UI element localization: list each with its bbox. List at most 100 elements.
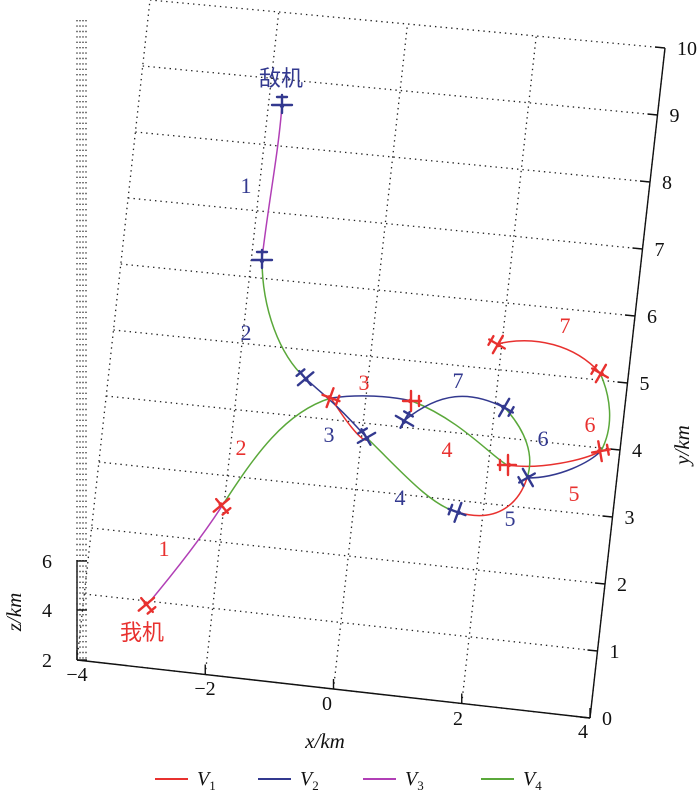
plane-body xyxy=(599,371,604,377)
plane-body xyxy=(506,462,512,468)
plane-body xyxy=(326,395,332,400)
y-tick xyxy=(594,582,606,585)
grid-line-y xyxy=(128,197,643,250)
plane-body xyxy=(304,377,309,382)
grid-line-x xyxy=(332,23,409,690)
trajectory-segment-v1 xyxy=(496,340,601,374)
enemy-aircraft-marker xyxy=(496,397,515,418)
z-tick-label: 2 xyxy=(42,650,52,672)
plane-body xyxy=(279,103,285,109)
trajectory-segment-v4 xyxy=(261,258,306,379)
y-tick xyxy=(609,448,621,451)
y-tick-label: 1 xyxy=(610,641,620,663)
y-tick-label: 0 xyxy=(602,708,612,730)
legend-label-name: V xyxy=(523,768,538,790)
own-stage-label: 5 xyxy=(569,481,580,506)
y-tick xyxy=(579,716,591,719)
z-tick-label: 4 xyxy=(42,600,52,622)
trajectory-segment-v4 xyxy=(599,372,611,452)
trajectory-segment-v4 xyxy=(221,397,332,507)
y-tick xyxy=(647,113,658,116)
y-tick-label: 9 xyxy=(670,105,680,127)
enemy-aircraft-marker xyxy=(250,248,274,270)
grid-line-x xyxy=(461,35,537,704)
grid-line-y xyxy=(142,65,658,116)
legend-item: V3 xyxy=(363,768,424,793)
legend-label-subscript: 1 xyxy=(209,778,216,793)
enemy-stage-label: 3 xyxy=(324,422,335,447)
plane-body xyxy=(496,342,501,348)
x-axis-label: x/km xyxy=(304,729,345,753)
enemy-stage-label: 7 xyxy=(453,368,464,393)
trajectory-segment-v2 xyxy=(404,395,506,421)
x-tick-label: 2 xyxy=(453,708,463,730)
z-tick-label: 6 xyxy=(42,551,52,573)
grid-line-y xyxy=(120,263,636,317)
trajectory-segment-v1 xyxy=(506,450,602,468)
z-axis-label: z/km xyxy=(2,593,26,633)
enemy-stage-label: 1 xyxy=(241,173,252,198)
own-stage-label: 1 xyxy=(159,536,170,561)
x-tick-label: −2 xyxy=(194,678,215,700)
own-stage-label: 7 xyxy=(560,313,571,338)
grid-line-y xyxy=(149,0,666,49)
legend-item: V1 xyxy=(155,768,216,793)
trajectory-segment-v2 xyxy=(526,450,602,479)
grid-layer xyxy=(76,0,666,719)
x-tick-label: 4 xyxy=(578,721,588,743)
axes-layer: −4 −2 0 2 4 x/km 0 1 2 3 4 5 6 7 8 9 10 y/km 2 4 6 z/km xyxy=(2,38,697,753)
y-tick xyxy=(587,649,598,652)
enemy-aircraft-marker xyxy=(270,93,294,115)
legend-label-name: V xyxy=(197,768,212,790)
y-tick xyxy=(602,515,613,518)
x-tick-label: −4 xyxy=(66,664,87,686)
legend-label-name: V xyxy=(405,768,420,790)
enemy-aircraft-marker xyxy=(447,501,467,523)
series-layer xyxy=(146,103,611,606)
legend-item: V2 xyxy=(258,768,319,793)
enemy-stage-label: 2 xyxy=(241,320,252,345)
legend-label: V2 xyxy=(300,768,319,793)
trajectory-segment-v4 xyxy=(411,400,508,466)
trajectory-segment-v1 xyxy=(456,477,528,517)
enemy-stage-label: 6 xyxy=(538,426,549,451)
own-aircraft-marker xyxy=(401,389,423,413)
own-stage-label: 6 xyxy=(585,412,596,437)
label-layer: 我机 敌机 1 2 3 4 5 6 7 1 2 3 4 5 6 7 xyxy=(120,67,596,646)
trajectory-segment-v3 xyxy=(261,103,283,260)
own-stage-label: 3 xyxy=(359,370,370,395)
y-tick-label: 4 xyxy=(632,440,642,462)
legend-label: V1 xyxy=(197,768,216,793)
plane-body xyxy=(526,474,531,480)
legend-label: V4 xyxy=(523,768,542,793)
y-tick-label: 2 xyxy=(617,574,627,596)
trajectory-segment-v2 xyxy=(304,377,367,438)
enemy-aircraft-label: 敌机 xyxy=(259,67,303,92)
y-tick-label: 7 xyxy=(655,239,665,261)
own-stage-label: 4 xyxy=(442,437,453,462)
own-stage-label: 2 xyxy=(236,435,247,460)
enemy-stage-label: 4 xyxy=(395,485,406,510)
enemy-aircraft-marker xyxy=(356,427,377,446)
enemy-aircraft-marker xyxy=(295,368,315,387)
y-tick xyxy=(624,314,636,317)
legend-item: V4 xyxy=(481,768,542,793)
plane-body xyxy=(218,502,223,507)
own-aircraft-marker xyxy=(137,596,157,615)
own-aircraft-marker xyxy=(212,497,232,516)
own-aircraft-marker xyxy=(321,387,341,409)
x-tick-label: 0 xyxy=(322,693,332,715)
plane-body xyxy=(407,398,413,404)
plane-body xyxy=(143,601,148,606)
y-tick xyxy=(654,46,666,49)
own-aircraft-label: 我机 xyxy=(120,621,164,646)
enemy-aircraft-marker xyxy=(517,467,536,488)
trajectory-segment-v3 xyxy=(146,505,223,606)
y-tick xyxy=(632,247,643,250)
y-tick-label: 5 xyxy=(640,373,650,395)
legend: V1 V2 V3 V4 xyxy=(155,768,542,793)
plane-body xyxy=(501,404,506,410)
y-tick-label: 10 xyxy=(677,38,697,60)
y-tick-label: 6 xyxy=(647,306,657,328)
y-tick xyxy=(639,180,651,183)
